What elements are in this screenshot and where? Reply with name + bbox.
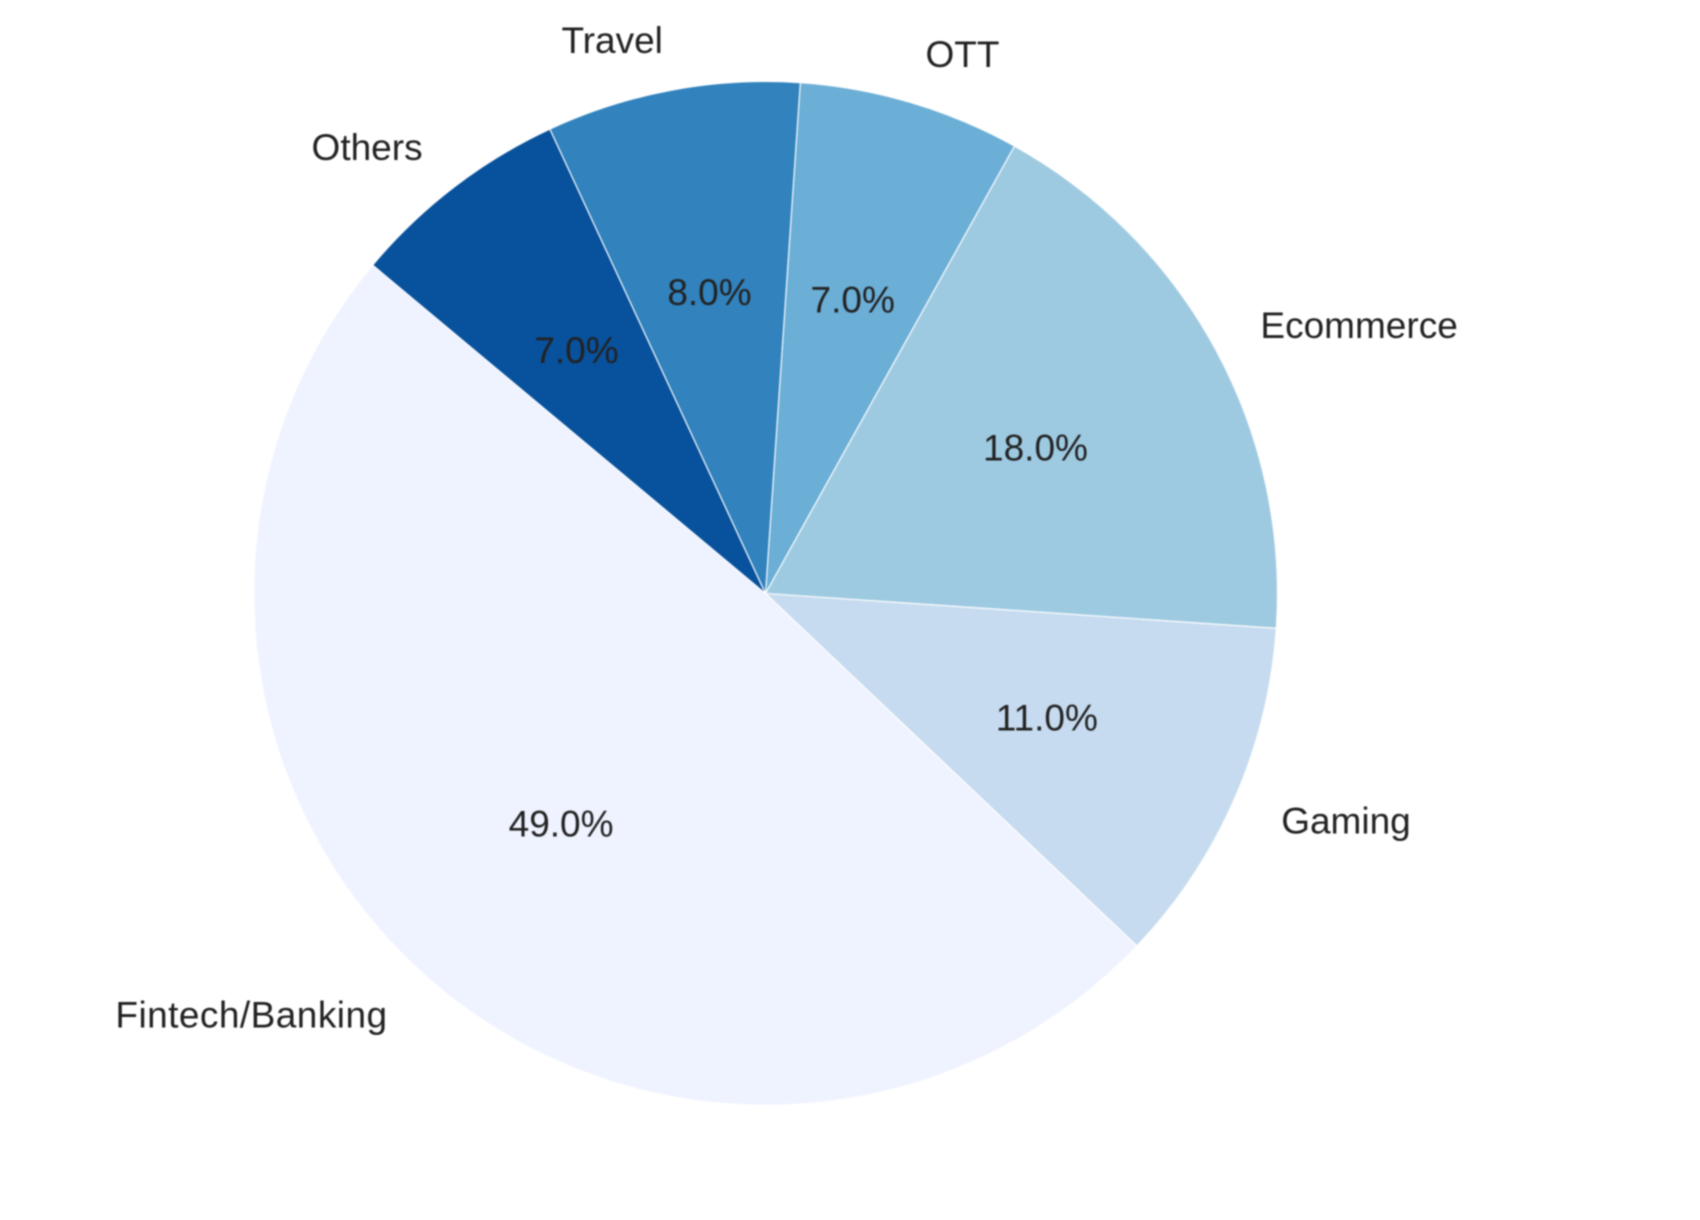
svg-text:Travel: Travel	[561, 20, 662, 61]
svg-text:Ecommerce: Ecommerce	[1260, 305, 1457, 346]
svg-text:18.0%: 18.0%	[983, 427, 1088, 468]
svg-text:49.0%: 49.0%	[509, 803, 614, 844]
svg-text:Fintech/Banking: Fintech/Banking	[115, 994, 387, 1035]
svg-text:7.0%: 7.0%	[811, 279, 895, 320]
svg-text:Gaming: Gaming	[1281, 800, 1411, 841]
svg-text:Others: Others	[312, 127, 423, 168]
svg-text:8.0%: 8.0%	[667, 272, 751, 313]
svg-text:OTT: OTT	[926, 34, 1000, 75]
svg-text:7.0%: 7.0%	[534, 330, 618, 371]
svg-text:11.0%: 11.0%	[996, 697, 1098, 738]
